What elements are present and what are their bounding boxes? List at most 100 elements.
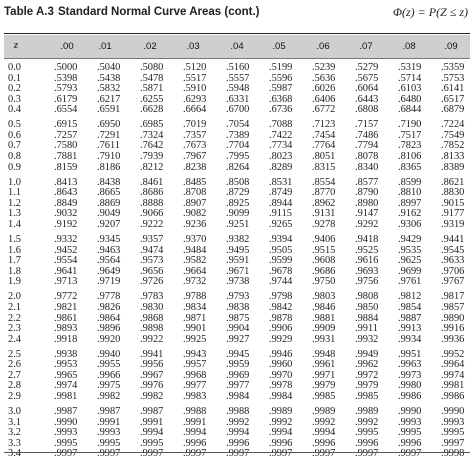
probability-cell: .5160 (226, 62, 250, 73)
probability-cell: .6591 (97, 104, 121, 116)
probability-cell: .9997 (398, 448, 422, 459)
probability-cell: .9732 (183, 276, 207, 288)
z-value: 3.1 (8, 416, 21, 428)
probability-cell: .6808 (355, 104, 379, 116)
probability-cell: .9452 (54, 244, 78, 256)
probability-cell: .9965 (54, 369, 78, 381)
probability-cell: .9988 (226, 406, 250, 418)
probability-cell: .9893 (54, 323, 78, 335)
probability-cell: .9803 (312, 291, 336, 303)
probability-cell: .7291 (97, 129, 121, 141)
probability-cell: .5120 (183, 62, 207, 73)
probability-cell: .9265 (269, 218, 293, 230)
probability-cell: .9995 (355, 427, 379, 439)
column-header: .08 (402, 41, 416, 52)
probability-cell: .9957 (183, 359, 207, 371)
probability-cell: .9783 (140, 291, 164, 303)
probability-cell: .9969 (226, 369, 250, 381)
probability-cell: .7642 (140, 140, 164, 152)
probability-cell: .9990 (441, 406, 465, 418)
probability-cell: .8944 (269, 197, 293, 209)
probability-cell: .9761 (398, 276, 422, 288)
probability-cell: .9977 (183, 380, 207, 392)
probability-cell: .6950 (97, 119, 121, 131)
probability-cell: .9292 (355, 218, 379, 230)
probability-cell: .9992 (226, 416, 250, 428)
probability-cell: .5359 (441, 62, 465, 73)
probability-cell: .6985 (140, 119, 164, 131)
column-header: .03 (186, 41, 200, 52)
probability-cell: .5596 (269, 72, 293, 84)
probability-cell: .9941 (140, 348, 164, 360)
probability-cell: .9207 (97, 218, 121, 230)
probability-cell: .9994 (226, 427, 250, 439)
probability-cell: .9429 (398, 234, 422, 246)
probability-cell: .9909 (312, 323, 336, 335)
probability-cell: .9964 (441, 359, 465, 371)
probability-cell: .8621 (441, 176, 465, 188)
probability-cell: .5675 (355, 72, 379, 84)
z-value: 1.1 (8, 187, 21, 199)
probability-cell: .5948 (226, 83, 250, 95)
probability-cell: .6141 (441, 83, 465, 95)
probability-cell: .8461 (140, 176, 164, 188)
probability-cell: .6879 (441, 104, 465, 116)
probability-cell: .9934 (398, 333, 422, 345)
probability-cell: .8389 (441, 161, 465, 173)
probability-cell: .9989 (269, 406, 293, 418)
z-value: 2.2 (8, 312, 21, 324)
probability-cell: .9838 (226, 301, 250, 313)
probability-cell: .8770 (312, 187, 336, 199)
probability-cell: .6217 (97, 93, 121, 105)
probability-cell: .6443 (355, 93, 379, 105)
probability-cell: .9817 (441, 291, 465, 303)
probability-cell: .9984 (226, 390, 250, 402)
probability-cell: .9582 (183, 255, 207, 267)
probability-cell: .9974 (54, 380, 78, 392)
probability-cell: .9826 (97, 301, 121, 313)
probability-cell: .9706 (441, 265, 465, 277)
probability-cell: .9967 (140, 369, 164, 381)
probability-cell: .9713 (54, 276, 78, 288)
probability-cell: .8051 (312, 151, 336, 162)
table-number: Table A.3 (4, 6, 54, 18)
probability-cell: .9906 (269, 323, 293, 335)
probability-cell: .6554 (54, 104, 78, 116)
probability-cell: .9726 (140, 276, 164, 288)
probability-cell: .9699 (398, 265, 422, 277)
probability-cell: .9943 (183, 348, 207, 360)
probability-cell: .5753 (441, 72, 465, 84)
probability-cell: .6368 (269, 93, 293, 105)
probability-cell: .9997 (97, 448, 121, 459)
probability-cell: .5000 (54, 62, 78, 73)
probability-cell: .9968 (183, 369, 207, 381)
probability-cell: .9131 (312, 208, 336, 220)
probability-cell: .9678 (269, 265, 293, 277)
probability-cell: .9846 (312, 301, 336, 313)
probability-cell: .9988 (183, 406, 207, 418)
probability-cell: .9955 (97, 359, 121, 371)
probability-cell: .9984 (269, 390, 293, 402)
probability-cell: .9997 (140, 448, 164, 459)
probability-cell: .9983 (183, 390, 207, 402)
probability-cell: .9115 (269, 208, 292, 220)
probability-cell: .9925 (183, 333, 207, 345)
probability-cell: .9982 (140, 390, 164, 402)
column-header: .00 (60, 41, 74, 52)
column-header: .02 (143, 41, 157, 52)
probability-cell: .9834 (183, 301, 207, 313)
z-value: 1.0 (8, 176, 21, 188)
probability-cell: .9881 (312, 312, 336, 324)
probability-cell: .5279 (355, 62, 379, 73)
z-value: 1.4 (8, 218, 21, 230)
probability-cell: .9850 (355, 301, 379, 313)
probability-cell: .9996 (183, 437, 207, 449)
probability-cell: .8238 (183, 161, 207, 173)
probability-cell: .9830 (140, 301, 164, 313)
probability-cell: .9997 (355, 448, 379, 459)
probability-cell: .9066 (140, 208, 164, 220)
probability-cell: .9997 (183, 448, 207, 459)
column-header: .01 (98, 41, 112, 52)
probability-cell: .9591 (226, 255, 250, 267)
probability-cell: .9959 (226, 359, 250, 371)
